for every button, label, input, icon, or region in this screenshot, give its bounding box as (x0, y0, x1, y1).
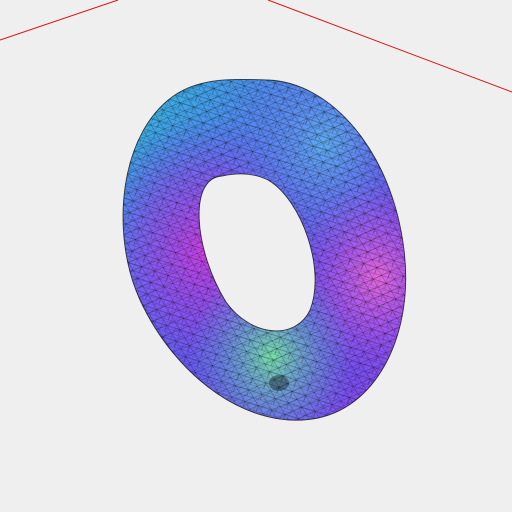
axis-line-right (267, 0, 512, 93)
axis-line-left (0, 0, 119, 41)
